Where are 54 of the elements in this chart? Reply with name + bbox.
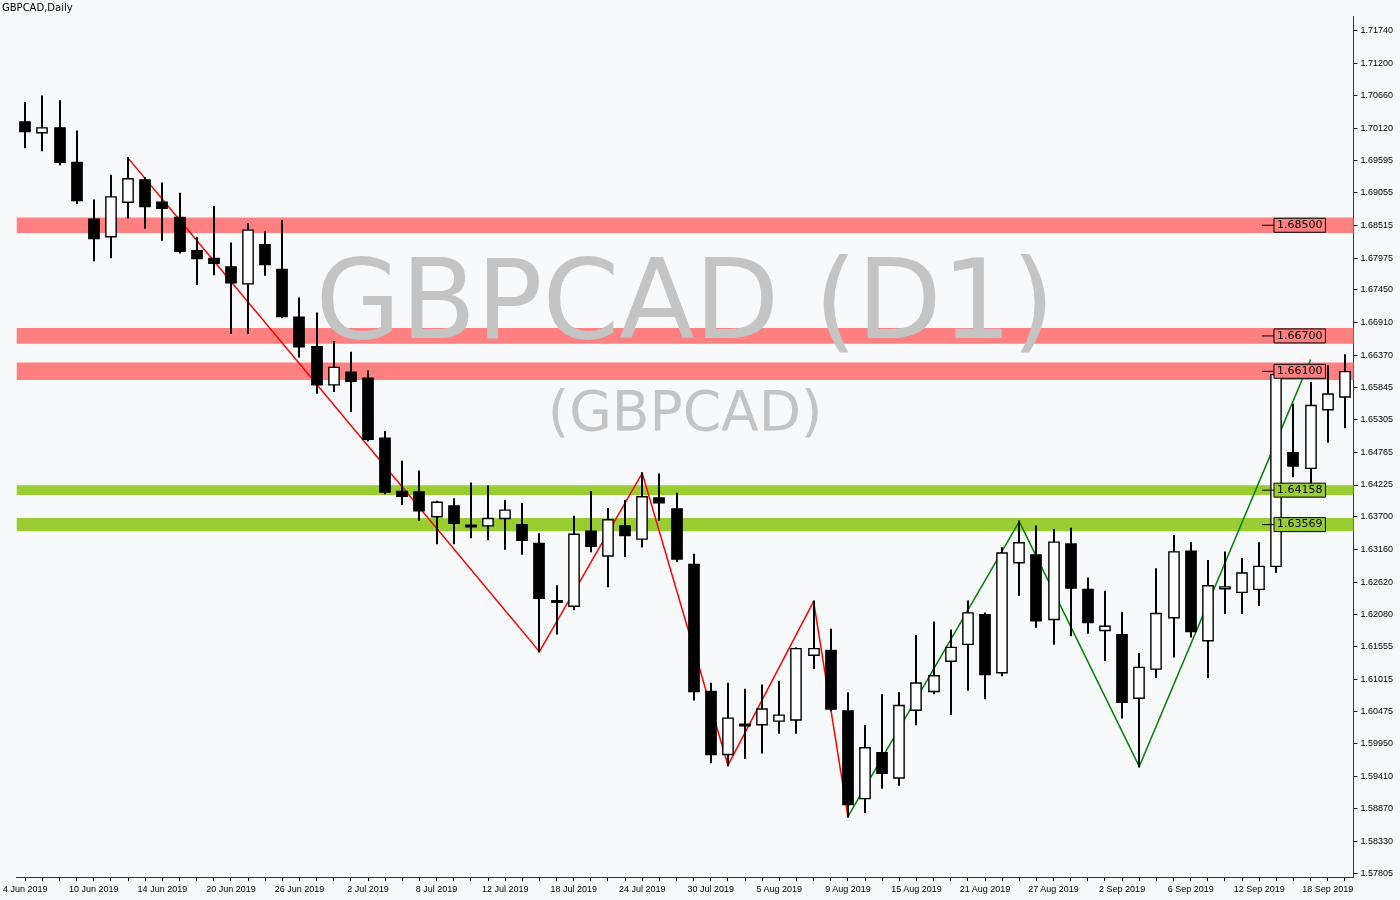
y-tick-label: 1.71200 xyxy=(1360,57,1394,68)
y-tick-label: 1.68515 xyxy=(1360,220,1394,231)
y-tick-label: 1.58870 xyxy=(1360,803,1394,814)
x-tick-label: 30 Jul 2019 xyxy=(687,884,735,895)
x-tick-label: 9 Aug 2019 xyxy=(825,884,871,895)
y-tick-label: 1.59410 xyxy=(1360,770,1394,781)
y-tick-label: 1.64225 xyxy=(1360,479,1394,490)
y-tick-label: 1.70660 xyxy=(1360,90,1394,101)
x-tick-label: 14 Jun 2019 xyxy=(137,884,188,895)
x-tick-label: 12 Jul 2019 xyxy=(481,884,529,895)
y-tick-label: 1.62620 xyxy=(1360,576,1394,587)
y-tick-label: 1.69055 xyxy=(1360,187,1394,198)
y-tick-label: 1.66370 xyxy=(1360,349,1394,360)
x-tick-label: 10 Jun 2019 xyxy=(69,884,119,895)
y-tick-label: 1.61555 xyxy=(1360,640,1394,651)
x-tick-label: 27 Aug 2019 xyxy=(1028,884,1079,895)
x-tick-label: 18 Sep 2019 xyxy=(1302,884,1354,895)
chart-title: GBPCAD,Daily xyxy=(2,1,73,13)
band-label: 1.63569 xyxy=(1276,517,1323,531)
y-tick-label: 1.65845 xyxy=(1360,381,1394,392)
y-tick-label: 1.65305 xyxy=(1360,414,1394,425)
y-tick-label: 1.59950 xyxy=(1360,738,1394,749)
x-tick-label: 20 Jun 2019 xyxy=(206,884,256,895)
x-tick-label: 15 Aug 2019 xyxy=(891,884,942,895)
x-tick-label: 12 Sep 2019 xyxy=(1233,884,1285,895)
x-tick-label: 2 Jul 2019 xyxy=(347,884,389,895)
y-tick-label: 1.58330 xyxy=(1360,836,1394,846)
y-tick-label: 1.66910 xyxy=(1360,317,1394,328)
band-label: 1.68500 xyxy=(1276,218,1323,232)
y-tick-label: 1.63700 xyxy=(1360,511,1394,522)
x-tick-label: 2 Sep 2019 xyxy=(1099,884,1146,895)
x-tick-label: 18 Jul 2019 xyxy=(550,884,597,895)
x-tick-label: 26 Jun 2019 xyxy=(274,884,325,895)
y-tick-label: 1.60475 xyxy=(1360,706,1394,717)
y-tick-label: 1.61015 xyxy=(1360,673,1394,684)
candlestick xyxy=(122,157,134,219)
band-label: 1.66100 xyxy=(1276,364,1323,378)
y-tick-label: 1.62080 xyxy=(1360,609,1394,620)
y-tick-label: 1.57805 xyxy=(1360,867,1394,878)
y-tick-label: 1.71740 xyxy=(1360,25,1394,35)
y-tick-label: 1.64765 xyxy=(1360,446,1394,457)
x-tick-label: 6 Sep 2019 xyxy=(1167,884,1214,895)
y-tick-label: 1.67450 xyxy=(1360,284,1394,295)
x-tick-label: 4 Jun 2019 xyxy=(3,884,48,895)
band-label: 1.64158 xyxy=(1276,483,1323,496)
y-tick-label: 1.67975 xyxy=(1360,252,1394,263)
y-tick-label: 1.69595 xyxy=(1360,154,1394,165)
y-tick-label: 1.70120 xyxy=(1360,122,1394,133)
x-tick-label: 5 Aug 2019 xyxy=(756,884,803,895)
y-tick-label: 1.63160 xyxy=(1360,543,1394,554)
band-label: 1.66700 xyxy=(1276,328,1323,342)
x-tick-label: 21 Aug 2019 xyxy=(959,884,1011,895)
x-tick-label: 24 Jul 2019 xyxy=(618,884,666,895)
x-tick-label: 8 Jul 2019 xyxy=(415,884,458,895)
